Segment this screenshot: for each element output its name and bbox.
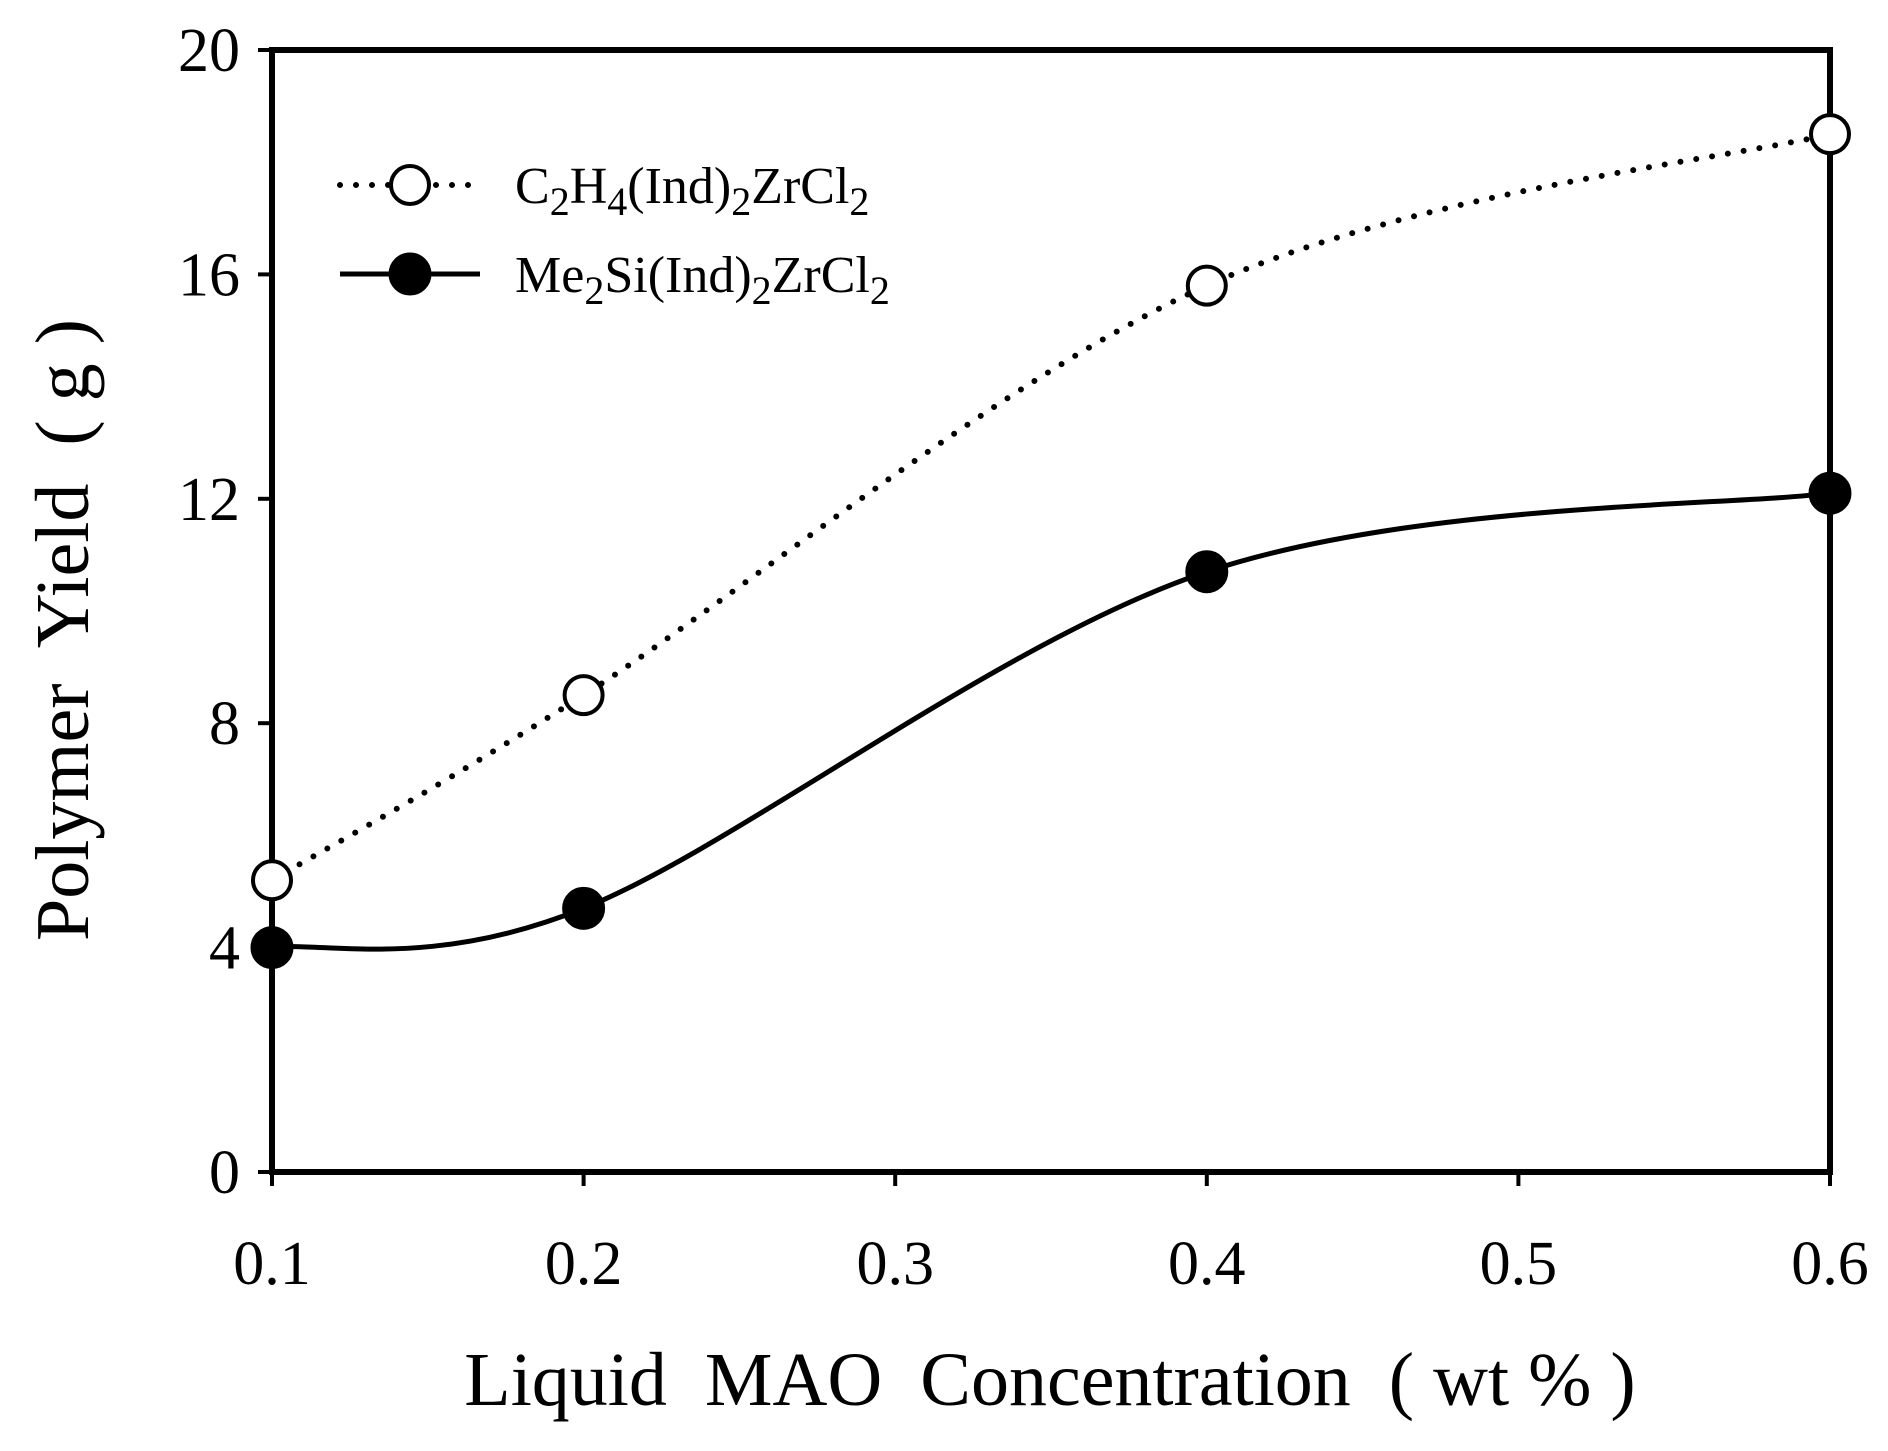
legend-label: C2​H4​(Ind)2​ZrCl2​: [515, 158, 869, 224]
legend-text-part: Si(Ind): [604, 247, 751, 304]
series-1: [251, 113, 1851, 902]
legend-subscript: 4: [607, 179, 627, 224]
data-point: [251, 859, 293, 902]
legend-text-part: H: [570, 158, 608, 215]
x-tick-label: 0.6: [1791, 1230, 1869, 1298]
data-point: [1808, 471, 1852, 515]
legend-item-1: C2​H4​(Ind)2​ZrCl2​: [337, 158, 869, 224]
data-point: [250, 926, 294, 970]
legend-subscript: 2: [870, 268, 890, 313]
series-line: [271, 490, 1831, 952]
y-tick-label: 16: [178, 241, 240, 309]
legend-subscript: 2: [752, 268, 772, 313]
x-axis-title: Liquid MAO Concentration ( wt % ): [464, 1338, 1635, 1422]
data-point: [562, 886, 606, 930]
data-point: [1185, 264, 1228, 307]
legend-text-part: ZrCl: [772, 247, 870, 304]
y-tick-label: 4: [209, 915, 240, 983]
y-tick-label: 12: [178, 466, 240, 534]
series-2: [250, 471, 1852, 970]
x-tick-label: 0.4: [1168, 1230, 1246, 1298]
legend-text-part: (Ind): [627, 158, 731, 215]
legend: C2​H4​(Ind)2​ZrCl2​ Me2​Si(Ind)2​ZrCl2​: [337, 158, 890, 313]
x-tick-label: 0.1: [233, 1230, 311, 1298]
x-tick-label: 0.2: [545, 1230, 623, 1298]
legend-subscript: 2: [550, 179, 570, 224]
y-tick-label: 8: [209, 690, 240, 758]
y-tick-label: 0: [209, 1139, 240, 1207]
legend-text-part: Me: [515, 247, 584, 304]
data-point: [562, 674, 605, 717]
legend-text-part: ZrCl: [751, 158, 849, 215]
data-point: [1809, 113, 1851, 156]
x-tick-label: 0.5: [1480, 1230, 1558, 1298]
axes: 0.1 0.2 0.3 0.4 0.5 0.6 0 4 8 12 16 20: [178, 17, 1869, 1298]
legend-subscript: 2: [731, 179, 751, 224]
data-point: [1185, 550, 1229, 594]
legend-text-part: C: [515, 158, 550, 215]
legend-marker: [388, 252, 432, 296]
series-layer: [250, 113, 1852, 970]
legend-subscript: 2: [584, 268, 604, 313]
legend-marker: [389, 164, 431, 206]
x-tick-label: 0.3: [856, 1230, 934, 1298]
legend-item-2: Me2​Si(Ind)2​ZrCl2​: [340, 247, 890, 313]
y-tick-label: 20: [178, 17, 240, 85]
legend-label: Me2​Si(Ind)2​ZrCl2​: [515, 247, 890, 313]
legend-subscript: 2: [849, 179, 869, 224]
y-axis-title: Polymer Yield ( g ): [21, 319, 105, 941]
plot-frame: [269, 47, 1833, 1175]
